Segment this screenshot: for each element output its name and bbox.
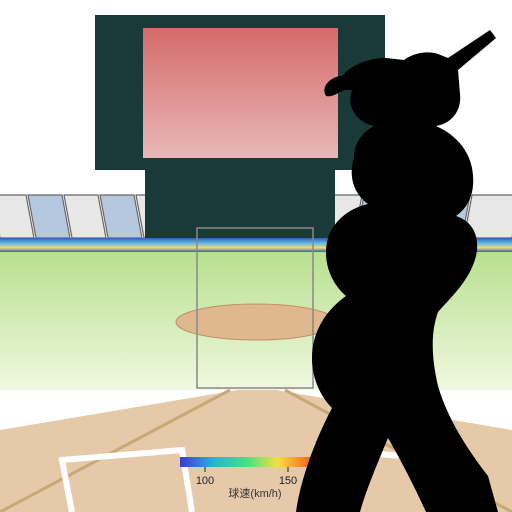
stand-section (100, 195, 142, 238)
stand-section (28, 195, 70, 238)
scoreboard-screen (143, 28, 338, 158)
legend-label: 球速(km/h) (228, 486, 281, 500)
pitch-view: 100 150 球速(km/h) (0, 0, 512, 512)
legend-tick-label: 100 (196, 475, 214, 487)
stand-section (64, 195, 106, 238)
scoreboard-base (145, 170, 335, 240)
legend-tick-label: 150 (279, 475, 297, 487)
pitchers-mound (176, 304, 336, 340)
